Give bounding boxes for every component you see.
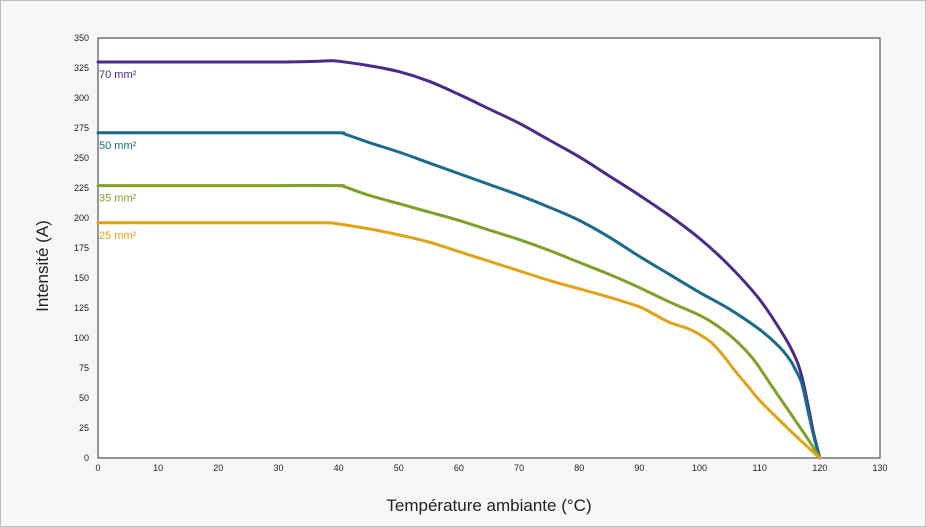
y-tick-label: 150	[74, 273, 89, 283]
x-tick-label: 120	[812, 463, 827, 473]
x-tick-label: 40	[334, 463, 344, 473]
x-tick-label: 60	[454, 463, 464, 473]
y-tick-label: 325	[74, 63, 89, 73]
series-label: 25 mm²	[99, 230, 137, 242]
y-tick-label: 300	[74, 93, 89, 103]
y-tick-label: 0	[84, 453, 89, 463]
x-tick-label: 30	[273, 463, 283, 473]
x-tick-label: 110	[753, 463, 767, 473]
y-tick-label: 225	[74, 183, 89, 193]
y-tick-label: 25	[79, 423, 89, 433]
x-tick-label: 80	[574, 463, 584, 473]
series-line-70-mm	[96, 59, 822, 460]
series-line-35-mm	[96, 184, 822, 460]
y-axis-title: Intensité (A)	[33, 220, 52, 312]
series-line-25-mm	[96, 221, 822, 460]
x-tick-label: 130	[872, 463, 887, 473]
x-tick-label: 0	[95, 463, 100, 473]
x-tick-label: 20	[213, 463, 223, 473]
x-tick-label: 50	[394, 463, 404, 473]
plot-area	[97, 37, 881, 459]
y-tick-label: 200	[74, 213, 89, 223]
x-tick-label: 100	[692, 463, 707, 473]
x-tick-label: 70	[514, 463, 524, 473]
y-tick-label: 275	[74, 123, 89, 133]
y-tick-label: 250	[74, 153, 89, 163]
y-tick-label: 50	[79, 393, 89, 403]
x-tick-label: 90	[634, 463, 644, 473]
x-tick-label: 10	[153, 463, 163, 473]
x-axis-title: Température ambiante (°C)	[386, 496, 591, 515]
series-line-50-mm	[96, 131, 822, 460]
series-label: 50 mm²	[99, 140, 137, 152]
series-label: 70 mm²	[99, 69, 137, 81]
series-label: 35 mm²	[99, 193, 137, 205]
y-tick-label: 350	[74, 33, 89, 43]
y-tick-label: 100	[74, 333, 89, 343]
y-tick-label: 175	[74, 243, 89, 253]
y-tick-label: 125	[74, 303, 89, 313]
y-tick-label: 75	[79, 363, 89, 373]
